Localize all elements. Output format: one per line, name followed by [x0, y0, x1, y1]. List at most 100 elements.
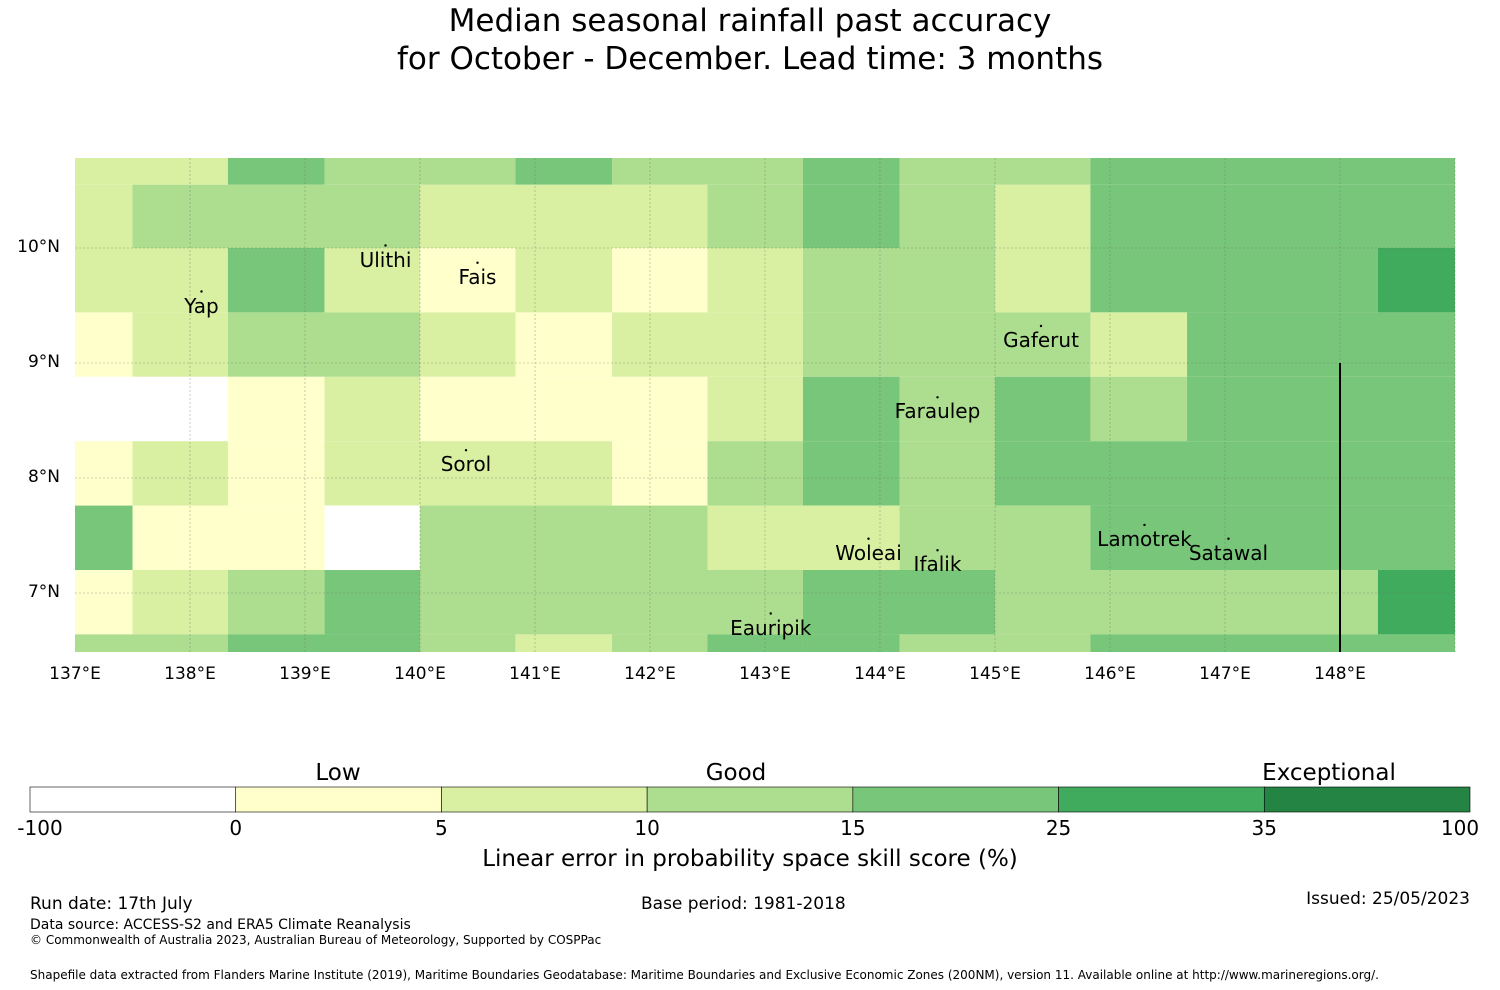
grid-cell [1090, 158, 1455, 185]
grid-cell [802, 634, 900, 652]
grid-cell [802, 248, 995, 313]
grid-cell [515, 248, 613, 313]
island-label: Satawal [1188, 540, 1269, 565]
grid-cell [420, 376, 708, 442]
grid-cell [707, 248, 803, 313]
grid-cell [612, 312, 803, 377]
island-label: Gaferut [1003, 328, 1079, 352]
grid-cell [1377, 248, 1455, 313]
grid-cell [75, 158, 228, 185]
colorbar-tick-label: 15 [840, 816, 866, 840]
colorbar-tick-label: 5 [435, 816, 448, 840]
grid-cell [75, 570, 133, 635]
grid-cell [995, 634, 1091, 652]
colorbar-bin [1263, 786, 1471, 813]
grid-cell [324, 376, 420, 442]
skill-grid [75, 158, 1455, 652]
lon-tick-label: 145°E [969, 664, 1021, 684]
island-label: Lamotrek [1097, 526, 1192, 551]
grid-cell [75, 505, 133, 570]
grid-cell [227, 570, 325, 635]
data-source: Data source: ACCESS-S2 and ERA5 Climate … [30, 917, 411, 933]
grid-cell [1090, 184, 1455, 248]
lon-tick-label: 147°E [1199, 664, 1251, 684]
colorbar-bin [1058, 786, 1265, 813]
grid-cell [420, 248, 516, 313]
grid-cell [1187, 312, 1455, 377]
island-label: Sorol [440, 452, 492, 477]
shapefile-credit: Shapefile data extracted from Flanders M… [30, 968, 1379, 982]
lat-tick-label: 10°N [17, 237, 60, 257]
grid-cell [612, 441, 708, 506]
lon-tick-label: 137°E [49, 664, 101, 684]
grid-cell [227, 441, 325, 506]
colorbar-bin [441, 786, 648, 813]
grid-cell [995, 184, 1091, 248]
grid-cell [612, 158, 803, 185]
grid-cell [1090, 312, 1188, 377]
island-marker [867, 537, 870, 540]
grid-cell [324, 248, 420, 313]
colorbar-tick-label: 25 [1045, 816, 1072, 840]
category-exceptional: Exceptional [1262, 760, 1396, 786]
map-title-line-1: Median seasonal rainfall past accuracy [448, 3, 1052, 39]
island-marker [936, 396, 939, 399]
lat-tick-label: 7°N [27, 582, 60, 602]
grid-cell [1090, 505, 1455, 570]
grid-cell [707, 376, 803, 442]
grid-cell [707, 184, 803, 248]
grid-cell [995, 248, 1091, 313]
grid-cell [995, 570, 1378, 635]
grid-cell [227, 376, 325, 442]
grid-cell [132, 505, 325, 570]
grid-cell [802, 158, 900, 185]
grid-cell [707, 634, 803, 652]
grid-cell [324, 570, 420, 635]
grid-cell [132, 184, 420, 248]
grid-cell [899, 184, 995, 248]
island-label: Woleai [835, 540, 902, 565]
colorbar-bin [852, 786, 1059, 813]
lon-tick-label: 146°E [1084, 664, 1136, 684]
category-good: Good [705, 760, 767, 786]
colorbar-tick-label: 0 [229, 816, 243, 840]
grid-cell [227, 248, 325, 313]
grid-cell [1090, 248, 1378, 313]
lat-tick-label: 8°N [27, 467, 60, 487]
island-label: Eauripik [730, 615, 812, 640]
island-label: Yap [184, 293, 219, 318]
island-marker [1227, 537, 1230, 540]
grid-cell [324, 505, 420, 570]
grid-cell [132, 441, 228, 506]
grid-cell [227, 634, 420, 652]
island-marker [936, 549, 939, 552]
grid-cell [802, 441, 900, 506]
grid-cell [515, 312, 613, 377]
island-marker [1039, 324, 1043, 328]
island-label: Ifalik [913, 552, 962, 577]
lon-tick-label: 143°E [739, 664, 791, 684]
run-date: Run date: 17th July [30, 894, 193, 914]
island-marker [769, 612, 772, 615]
grid-cell [899, 441, 995, 506]
island-marker [200, 290, 203, 293]
lon-tick-label: 142°E [624, 664, 676, 684]
island-label: Ulithi [359, 247, 412, 272]
colorbar-tick-label: 10 [634, 816, 660, 840]
grid-cell [1090, 634, 1455, 652]
grid-cell [707, 505, 900, 570]
grid-cell [75, 441, 133, 506]
grid-cell [1187, 376, 1455, 442]
colorbar-label: Linear error in probability space skill … [482, 846, 1018, 872]
island-label: Fais [458, 264, 497, 289]
island-marker [464, 449, 468, 452]
grid-cell [899, 634, 995, 652]
grid-cell [75, 184, 133, 248]
grid-cell [612, 634, 708, 652]
lon-tick-label: 139°E [279, 664, 331, 684]
grid-cell [612, 248, 708, 313]
colorbar-tick-label: 35 [1251, 816, 1277, 840]
island-marker [1143, 523, 1146, 527]
lon-tick-label: 140°E [394, 664, 446, 684]
